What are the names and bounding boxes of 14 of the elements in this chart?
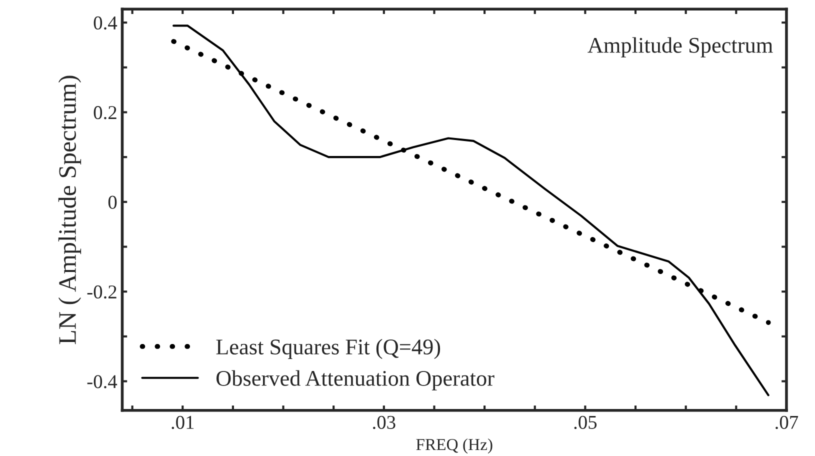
annotation: Amplitude Spectrum (588, 37, 773, 58)
y-tick-label: 0.4 (94, 16, 118, 30)
y-tick-label: -0.2 (87, 285, 116, 299)
y-tick-label: 0 (108, 196, 117, 209)
y-axis-title: LN ( Amplitude Spectrum) (58, 76, 82, 344)
x-axis-title: FREQ (Hz) (416, 438, 492, 454)
x-tick-label: .03 (373, 416, 396, 430)
x-tick-label: .01 (172, 416, 194, 430)
legend-label: Least Squares Fit (Q=49) (216, 338, 440, 359)
x-tick-label: .07 (776, 416, 798, 430)
legend-label: Observed Attenuation Operator (216, 370, 494, 390)
y-tick-label: 0.2 (94, 106, 116, 120)
y-tick-label: -0.4 (87, 375, 118, 388)
x-tick-label: .05 (574, 416, 597, 430)
